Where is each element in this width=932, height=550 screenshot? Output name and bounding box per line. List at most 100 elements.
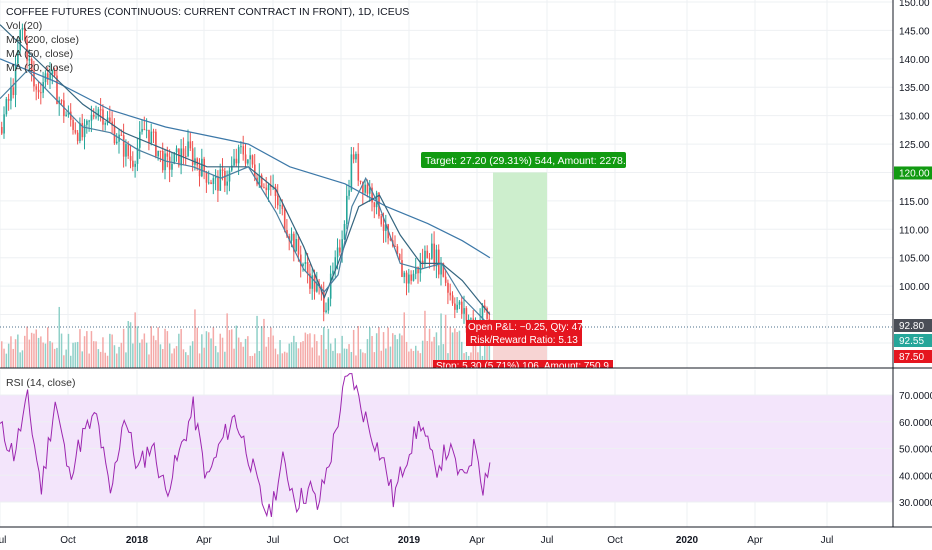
volume-bar (17, 334, 19, 368)
candle-body (1, 127, 3, 134)
risk-reward-box[interactable] (466, 333, 582, 346)
stop-label-box[interactable] (433, 360, 613, 370)
candle-body (438, 249, 440, 275)
candle-body (99, 109, 102, 111)
volume-bar (194, 309, 196, 368)
volume-bar (42, 342, 44, 368)
volume-bar (244, 338, 247, 368)
volume-bar (53, 348, 56, 368)
volume-bar (300, 342, 302, 368)
candle-body (435, 249, 438, 267)
volume-bar (88, 353, 90, 368)
volume-bar (272, 335, 274, 368)
x-tick-label: Oct (333, 535, 349, 546)
candle-body (134, 163, 136, 167)
candle-body (93, 114, 95, 117)
candle-body (116, 141, 118, 144)
volume-bar (120, 342, 123, 368)
open-pnl-box[interactable] (466, 320, 582, 333)
volume-bar (19, 352, 21, 368)
volume-bar (1, 341, 3, 368)
volume-bar (134, 312, 136, 368)
candle-body (401, 260, 403, 278)
volume-bar (304, 332, 307, 368)
volume-bar (74, 342, 77, 368)
candle-body (79, 122, 81, 142)
candle-body (254, 164, 256, 178)
volume-bar (226, 313, 228, 368)
candle-body (148, 129, 150, 144)
candle-body (293, 233, 295, 252)
price-tick-label: 115.00 (899, 197, 929, 208)
volume-bar (364, 353, 366, 368)
indicator-ma-50[interactable]: MA (50, close) (6, 48, 74, 60)
volume-bar (44, 343, 47, 368)
rsi-line (0, 373, 491, 518)
candle-body (95, 116, 97, 118)
volume-bar (72, 342, 74, 368)
volume-bar (316, 341, 318, 368)
volume-bar (205, 331, 208, 368)
volume-bar (382, 332, 385, 368)
x-tick-label: Apr (196, 535, 212, 546)
target-label-box[interactable] (421, 152, 626, 168)
candle-body (60, 100, 63, 102)
volume-bar (106, 355, 109, 368)
candle-body (164, 153, 166, 171)
candle-body (74, 130, 77, 133)
indicator-ma-200[interactable]: MA (200, close) (6, 34, 79, 46)
volume-bar (86, 331, 88, 368)
candle-body (198, 165, 201, 177)
volume-bar (30, 332, 33, 368)
volume-bar (104, 352, 106, 368)
candle-body (14, 63, 17, 95)
candle-body (364, 184, 366, 193)
volume-bar (403, 312, 405, 368)
indicator-vol[interactable]: Vol (20) (6, 20, 43, 32)
rsi-title[interactable]: RSI (14, close) (6, 377, 76, 389)
volume-bar (357, 326, 359, 368)
target-label[interactable]: Target: 27.20 (29.31%) 544, Amount: 2278… (425, 155, 632, 167)
candle-body (405, 272, 408, 284)
candle-body (226, 181, 228, 186)
rsi-tick-label: 40.0000 (899, 471, 932, 482)
candle-body (235, 158, 238, 164)
volume-bar (260, 326, 263, 368)
candle-body (417, 266, 419, 274)
candle-body (339, 247, 341, 253)
candle-body (42, 82, 44, 93)
volume-bar (208, 332, 210, 368)
candle-body (37, 89, 40, 93)
volume-bar (201, 334, 203, 368)
volume-bar (168, 343, 171, 368)
candle-body (33, 70, 35, 87)
candle-body (168, 156, 171, 170)
price-tick-label: 110.00 (899, 225, 929, 236)
candle-body (127, 144, 130, 157)
stop-label: Stop: 5.30 (5.71%) 106, Amount: 750.9 (436, 361, 609, 372)
candle-body (306, 262, 309, 274)
indicator-ma-20[interactable]: MA (20, close) (6, 62, 74, 74)
volume-bar (221, 337, 224, 368)
volume-bar (320, 334, 323, 368)
volume-bar (198, 353, 201, 368)
volume-bar (438, 345, 440, 368)
candle-body (336, 247, 339, 258)
volume-bar (203, 347, 205, 368)
candle-body (283, 208, 286, 231)
candle-body (65, 114, 67, 117)
candle-body (201, 158, 203, 177)
candle-body (145, 129, 148, 131)
volume-bar (431, 341, 433, 368)
volume-bar (336, 353, 339, 368)
volume-bar (175, 346, 178, 368)
price-tick-label: 100.00 (899, 282, 930, 293)
candle-body (5, 99, 8, 115)
volume-bar (380, 350, 382, 368)
x-tick-label: Jul (541, 535, 554, 546)
candle-body (208, 182, 210, 184)
volume-bar (63, 355, 65, 368)
volume-bar (113, 345, 116, 368)
volume-bar (341, 335, 343, 368)
